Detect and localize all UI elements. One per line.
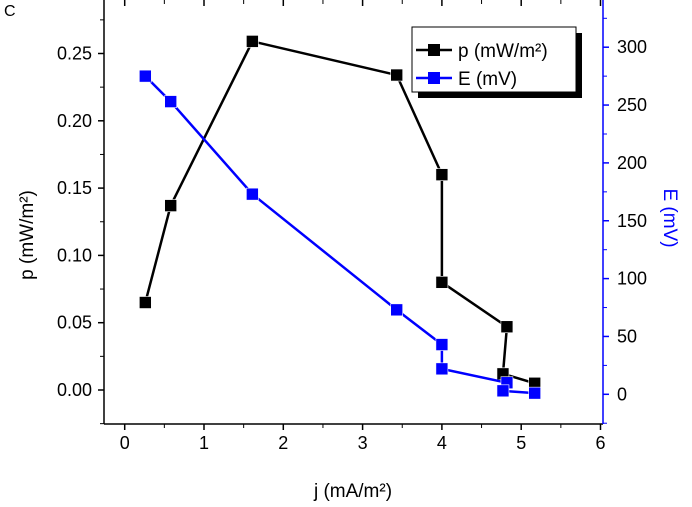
legend-label-0: p (mW/m²) — [458, 41, 548, 62]
legend-marker-1 — [428, 72, 440, 84]
y-left-axis-label: p (mW/m²) — [17, 190, 38, 280]
data-point-0 — [164, 199, 177, 212]
data-point-0 — [390, 68, 403, 82]
y-right-tick-label: 250 — [617, 95, 647, 115]
data-point-0 — [500, 320, 514, 334]
data-point-1 — [528, 386, 541, 400]
data-point-1 — [164, 95, 177, 108]
legend-marker-0 — [428, 44, 440, 56]
data-point-1 — [139, 69, 152, 83]
y-left-tick-label: 0.15 — [57, 178, 92, 198]
y-right-tick-label: 50 — [617, 326, 637, 346]
legend-label-1: E (mV) — [458, 69, 517, 90]
data-point-0 — [435, 276, 449, 289]
data-point-1 — [390, 303, 403, 317]
data-point-1 — [496, 384, 510, 398]
y-right-tick-label: 0 — [617, 384, 627, 404]
y-right-tick-label: 300 — [617, 37, 647, 57]
y-right-tick-label: 200 — [617, 153, 647, 173]
x-tick-label: 3 — [358, 433, 368, 453]
x-axis-label: j (mA/m²) — [313, 481, 392, 502]
data-point-0 — [246, 35, 259, 48]
x-tick-label: 5 — [516, 433, 526, 453]
y-right-tick-label: 150 — [617, 211, 647, 231]
data-point-1 — [246, 187, 259, 201]
y-left-tick-label: 0.05 — [57, 313, 92, 333]
x-tick-label: 4 — [437, 433, 447, 453]
y-right-tick-label: 100 — [617, 269, 647, 289]
y-left-tick-label: 0.25 — [57, 44, 92, 64]
x-tick-label: 0 — [120, 433, 130, 453]
x-tick-label: 2 — [278, 433, 288, 453]
data-point-0 — [435, 168, 449, 181]
data-point-0 — [139, 296, 152, 309]
y-left-tick-label: 0.10 — [57, 245, 92, 265]
data-point-1 — [435, 362, 449, 376]
y-right-axis-label: E (mV) — [659, 188, 680, 247]
panel-label: C — [4, 3, 16, 20]
series-line-1 — [144, 75, 535, 395]
x-tick-label: 6 — [595, 433, 605, 453]
y-left-tick-label: 0.00 — [57, 380, 92, 400]
y-left-tick-label: 0.20 — [57, 111, 92, 131]
data-point-1 — [435, 338, 449, 351]
x-tick-label: 1 — [199, 433, 209, 453]
